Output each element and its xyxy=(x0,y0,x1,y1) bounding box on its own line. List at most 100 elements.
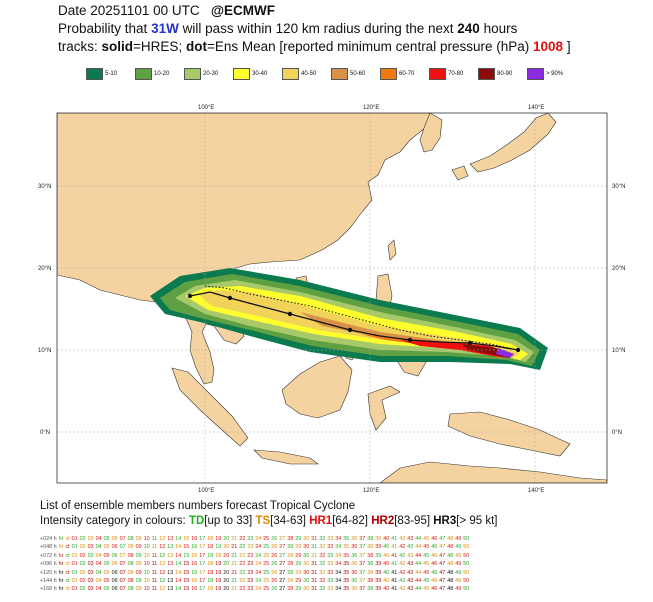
member-number: 20 xyxy=(223,536,230,542)
member-number: 03 xyxy=(87,569,94,576)
member-number: 16 xyxy=(191,569,198,576)
member-number: 04 xyxy=(95,544,102,551)
legend-label: 70-80 xyxy=(448,71,464,77)
member-row: +072 h hr ct 01 02 03 04 05 06 07 08 09 10 11 12 13 14 15… xyxy=(40,552,471,560)
member-number: 46 xyxy=(431,578,438,585)
member-number: 27 xyxy=(279,561,286,568)
member-number: 37 xyxy=(359,552,366,559)
member-number: 12 xyxy=(159,578,166,585)
forecast-hours: 240 xyxy=(457,21,480,36)
member-number: 38 xyxy=(367,561,374,568)
member-number: 33 xyxy=(327,552,334,559)
legend-item: 10-20 xyxy=(135,67,178,81)
member-number: 31 xyxy=(311,552,318,559)
intensity-hr2: HR2 xyxy=(371,515,395,527)
member-number: 02 xyxy=(79,544,86,551)
footer: List of ensemble members numbers forecas… xyxy=(40,499,498,529)
member-number: 47 xyxy=(439,586,446,593)
member-row-label: +048 h xyxy=(40,544,57,551)
member-number: 29 xyxy=(295,578,302,585)
member-number: 04 xyxy=(95,578,102,585)
member-number: 35 xyxy=(343,578,350,585)
member-number: 16 xyxy=(191,536,198,542)
member-number: 35 xyxy=(343,569,350,576)
member-number: 26 xyxy=(271,552,278,559)
member-number: 11 xyxy=(151,536,158,542)
member-number: 10 xyxy=(143,561,150,568)
member-number: 49 xyxy=(455,578,462,585)
member-number: 33 xyxy=(327,569,334,576)
member-number: 44 xyxy=(415,561,422,568)
member-number: 04 xyxy=(95,536,102,542)
graticule xyxy=(57,113,607,483)
member-number: 27 xyxy=(279,552,286,559)
member-number: 07 xyxy=(119,578,126,585)
member-number: 33 xyxy=(327,578,334,585)
member-number: 31 xyxy=(311,578,318,585)
member-number: 08 xyxy=(127,552,134,559)
member-number: 24 xyxy=(255,586,262,593)
member-number: 17 xyxy=(199,569,206,576)
member-number: 19 xyxy=(215,552,222,559)
member-row-label: +120 h xyxy=(40,569,57,576)
track-point xyxy=(227,295,233,301)
member-number: 41 xyxy=(391,586,398,593)
legend-item: > 90% xyxy=(527,67,570,81)
member-number: 24 xyxy=(255,552,262,559)
legend-item: 20-30 xyxy=(184,67,227,81)
member-row: +024 h hr ct 01 02 03 04 05 06 07 08 09 10 11 12 13 14 15… xyxy=(40,535,471,543)
member-number: 47 xyxy=(439,569,446,576)
member-number: 20 xyxy=(223,552,230,559)
member-number: 24 xyxy=(255,561,262,568)
member-number: 13 xyxy=(167,586,174,593)
member-number: 43 xyxy=(407,536,414,542)
land-sumatra xyxy=(171,367,249,447)
member-number: 34 xyxy=(335,561,342,568)
legend-item: 50-60 xyxy=(331,67,374,81)
member-number: 20 xyxy=(223,544,230,551)
member-number: 17 xyxy=(199,578,206,585)
member-number: 36 xyxy=(351,569,358,576)
land-australia xyxy=(379,461,607,483)
member-number: 50 xyxy=(463,586,470,593)
member-number: 49 xyxy=(455,569,462,576)
member-number: 47 xyxy=(439,578,446,585)
member-number: 34 xyxy=(335,569,342,576)
member-number: 09 xyxy=(135,561,142,568)
member-number: 41 xyxy=(391,544,398,551)
member-number: 13 xyxy=(167,561,174,568)
intensity-hr3-range: [> 95 kt] xyxy=(456,515,498,527)
member-number: 22 xyxy=(239,544,246,551)
member-number: 03 xyxy=(87,536,94,542)
legend-item: 30-40 xyxy=(233,67,276,81)
member-number: 38 xyxy=(367,552,374,559)
member-number: 32 xyxy=(319,544,326,551)
member-number: 08 xyxy=(127,561,134,568)
member-number: 22 xyxy=(239,586,246,593)
member-number: 30 xyxy=(303,552,310,559)
member-number: 13 xyxy=(167,544,174,551)
member-number: 46 xyxy=(431,569,438,576)
member-number: 33 xyxy=(327,544,334,551)
member-number: 19 xyxy=(215,536,222,542)
member-number: 47 xyxy=(439,561,446,568)
member-number: 42 xyxy=(399,536,406,542)
member-number: 32 xyxy=(319,578,326,585)
member-number: 50 xyxy=(463,569,470,576)
member-number: 26 xyxy=(271,536,278,542)
member-number: 36 xyxy=(351,578,358,585)
legend-swatch xyxy=(135,68,152,80)
member-number: 06 xyxy=(111,552,118,559)
member-number: 22 xyxy=(239,578,246,585)
member-number: 15 xyxy=(183,561,190,568)
member-number: 31 xyxy=(311,561,318,568)
member-number: 27 xyxy=(279,544,286,551)
member-number: 05 xyxy=(103,544,110,551)
member-number: 32 xyxy=(319,569,326,576)
member-number: 14 xyxy=(175,586,182,593)
member-number: 49 xyxy=(455,552,462,559)
member-number: 23 xyxy=(247,544,254,551)
member-number: 26 xyxy=(271,586,278,593)
member-number: 06 xyxy=(111,561,118,568)
lon-label-bottom-120: 120°E xyxy=(363,488,379,494)
